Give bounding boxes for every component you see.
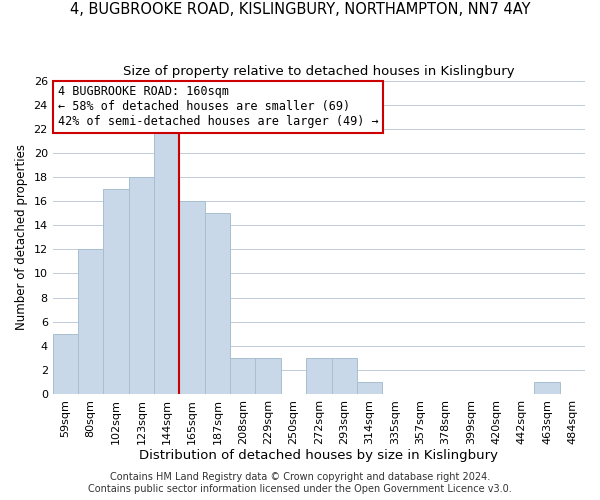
- Text: 4, BUGBROOKE ROAD, KISLINGBURY, NORTHAMPTON, NN7 4AY: 4, BUGBROOKE ROAD, KISLINGBURY, NORTHAMP…: [70, 2, 530, 18]
- Bar: [103, 189, 129, 394]
- Bar: [535, 382, 560, 394]
- Bar: [357, 382, 382, 394]
- Bar: [154, 129, 179, 394]
- Title: Size of property relative to detached houses in Kislingbury: Size of property relative to detached ho…: [123, 65, 515, 78]
- Bar: [78, 250, 103, 394]
- Bar: [205, 213, 230, 394]
- Bar: [179, 201, 205, 394]
- X-axis label: Distribution of detached houses by size in Kislingbury: Distribution of detached houses by size …: [139, 450, 499, 462]
- Bar: [230, 358, 256, 394]
- Y-axis label: Number of detached properties: Number of detached properties: [15, 144, 28, 330]
- Text: 4 BUGBROOKE ROAD: 160sqm
← 58% of detached houses are smaller (69)
42% of semi-d: 4 BUGBROOKE ROAD: 160sqm ← 58% of detach…: [58, 86, 379, 128]
- Bar: [256, 358, 281, 394]
- Bar: [129, 177, 154, 394]
- Text: Contains HM Land Registry data © Crown copyright and database right 2024.
Contai: Contains HM Land Registry data © Crown c…: [88, 472, 512, 494]
- Bar: [306, 358, 332, 394]
- Bar: [332, 358, 357, 394]
- Bar: [53, 334, 78, 394]
